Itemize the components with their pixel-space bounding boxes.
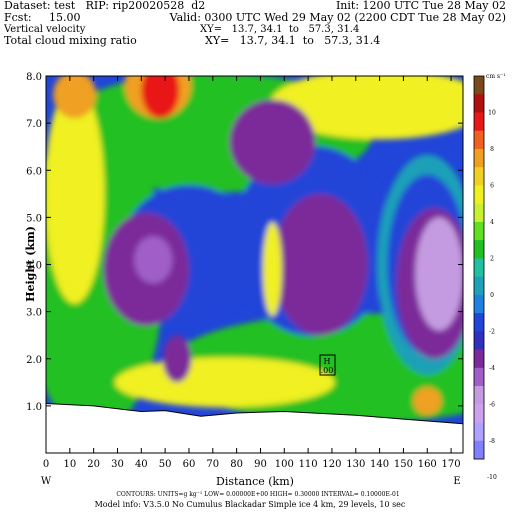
colorbar-label: -2 [489, 328, 495, 335]
fcst-line: Fcst: 15.00 [4, 11, 81, 24]
y-tick-label: 4.0 [26, 261, 42, 272]
contour-field [46, 76, 463, 453]
field-region [262, 222, 282, 317]
colorbar-swatch [474, 313, 484, 332]
colorbar-label: 8 [490, 146, 494, 153]
field-band [269, 76, 463, 140]
colorbar-label: 10 [488, 109, 496, 116]
colorbar-swatch [474, 440, 484, 460]
y-tick-label: 7.0 [26, 119, 42, 130]
colorbar-label: -4 [489, 365, 495, 372]
colorbar-swatch [474, 386, 484, 405]
field-band [46, 83, 105, 304]
x-tick-label: 160 [418, 459, 437, 470]
field-band [114, 357, 335, 408]
colorbar-swatch [474, 294, 484, 314]
colorbar-label: -8 [489, 438, 495, 445]
y-tick-label: 8.0 [26, 72, 42, 83]
colorbar-swatch [474, 203, 484, 223]
colorbar-swatch [474, 185, 484, 205]
field1-name: Vertical velocity [4, 24, 86, 35]
colorbar-swatch [474, 94, 484, 113]
x-tick-label: 120 [322, 459, 341, 470]
annotation-label: H [324, 357, 331, 366]
colorbar-swatch [474, 76, 484, 95]
colorbar-label: 2 [490, 255, 494, 262]
colorbar: 10 8 6 4 2 0 -2 -4 -6 -8 -10 [473, 75, 497, 481]
valid-line: Valid: 0300 UTC Wed 29 May 02 (2200 CDT … [169, 11, 506, 24]
y-tick-label: 1.0 [26, 402, 42, 413]
colorbar-swatch [474, 276, 484, 296]
field-region [134, 236, 173, 284]
colorbar-swatch [474, 148, 484, 168]
colorbar-unit: cm s⁻¹ [486, 73, 506, 80]
y-tick-label: 5.0 [26, 213, 42, 224]
field1-xy: XY= 13.7, 34.1 to 57.3, 31.4 [200, 24, 360, 35]
x-tick-label: 70 [206, 459, 219, 470]
y-tick-label: 2.0 [26, 355, 42, 366]
x-tick-label: 0 [43, 459, 49, 470]
x-tick-label: 80 [230, 459, 243, 470]
colorbar-swatch [474, 167, 484, 186]
colorbar-swatch [474, 331, 484, 351]
x-tick-label: 90 [254, 459, 267, 470]
terrain [46, 403, 463, 453]
x-axis-label: Distance (km) [216, 475, 294, 488]
x-tick-label: 40 [135, 459, 148, 470]
x-tick-label: 10 [63, 459, 76, 470]
colorbar-swatch [474, 112, 484, 132]
field-region [272, 193, 368, 336]
field-region [162, 335, 192, 383]
field-region [415, 217, 463, 331]
left-endpoint: W [41, 476, 52, 487]
colorbar-swatch [474, 367, 484, 387]
field-region [53, 76, 97, 119]
x-tick-label: 150 [394, 459, 413, 470]
model-info-line: Model info: V3.5.0 No Cumulus Blackadar … [95, 500, 406, 509]
colorbar-swatch [474, 240, 484, 259]
colorbar-label: 6 [490, 182, 494, 189]
x-tick-label: 140 [370, 459, 389, 470]
field2-xy: XY= 13.7, 34.1 to 57.3, 31.4 [205, 34, 381, 47]
init-line: Init: 1200 UTC Tue 28 May 02 [335, 0, 506, 12]
dataset-line: Dataset: test RIP: rip20020528 d2 [4, 0, 206, 12]
colorbar-swatch [474, 349, 484, 369]
x-tick-label: 50 [159, 459, 172, 470]
colorbar-swatch [474, 221, 484, 241]
colorbar-swatch [474, 404, 484, 424]
colorbar-swatch [474, 130, 484, 150]
x-tick-label: 60 [183, 459, 196, 470]
x-tick-label: 110 [299, 459, 318, 470]
y-axis-label: Height (km) [24, 226, 37, 302]
max-annotation: H .00 [319, 354, 336, 376]
x-tick-label: 170 [442, 459, 461, 470]
field-region [229, 99, 316, 185]
x-axis: 0 10 20 30 40 50 60 70 80 90 100 110 120 130 140 150 160… [43, 76, 461, 470]
field-region [141, 76, 180, 119]
annotation-value: .00 [321, 366, 334, 375]
y-axis: 1.0 2.0 3.0 4.0 5.0 6.0 7.0 8.0 [26, 72, 463, 454]
colorbar-swatch [474, 422, 484, 442]
colorbar-label: -10 [487, 474, 497, 481]
y-tick-label: 3.0 [26, 308, 42, 319]
field2-name: Total cloud mixing ratio [4, 34, 137, 47]
x-tick-label: 20 [87, 459, 100, 470]
x-tick-label: 100 [275, 459, 294, 470]
colorbar-swatch [474, 258, 484, 278]
colorbar-label: 4 [490, 219, 494, 226]
colorbar-frame [473, 75, 485, 460]
colorbar-label: 0 [490, 292, 494, 299]
right-endpoint: E [453, 476, 460, 487]
contours-line: CONTOURS: UNITS=g kg⁻¹ LOW= 0.00000E+00 … [116, 491, 399, 498]
y-tick-label: 6.0 [26, 166, 42, 177]
x-tick-label: 30 [111, 459, 124, 470]
x-tick-label: 130 [346, 459, 365, 470]
field-region [412, 387, 442, 416]
colorbar-label: -6 [489, 401, 495, 408]
